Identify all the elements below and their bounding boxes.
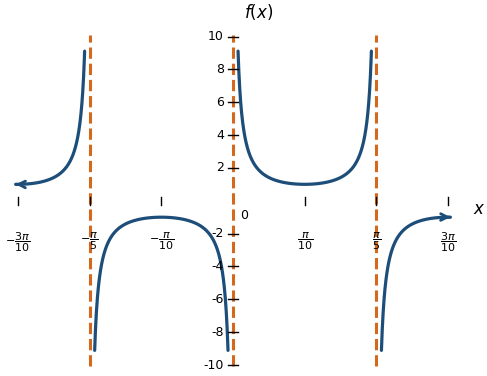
Text: 10: 10 [208,30,224,43]
Text: $\dfrac{\pi}{10}$: $\dfrac{\pi}{10}$ [297,230,313,252]
Text: -4: -4 [211,260,224,273]
Text: -2: -2 [211,227,224,240]
Text: 2: 2 [216,161,224,174]
Text: $\dfrac{\pi}{5}$: $\dfrac{\pi}{5}$ [372,230,381,252]
Text: 8: 8 [216,63,224,76]
Text: 4: 4 [216,129,224,141]
Text: $-\dfrac{3\pi}{10}$: $-\dfrac{3\pi}{10}$ [5,230,31,254]
Text: $x$: $x$ [473,200,485,218]
Text: 0: 0 [240,209,248,222]
Text: $-\dfrac{\pi}{10}$: $-\dfrac{\pi}{10}$ [149,230,174,252]
Text: $-\dfrac{\pi}{5}$: $-\dfrac{\pi}{5}$ [80,230,99,252]
Text: -6: -6 [211,293,224,306]
Text: 6: 6 [216,96,224,109]
Text: -8: -8 [211,326,224,339]
Text: $f(x)$: $f(x)$ [244,2,274,22]
Text: -10: -10 [204,358,224,371]
Text: $\dfrac{3\pi}{10}$: $\dfrac{3\pi}{10}$ [440,230,456,254]
